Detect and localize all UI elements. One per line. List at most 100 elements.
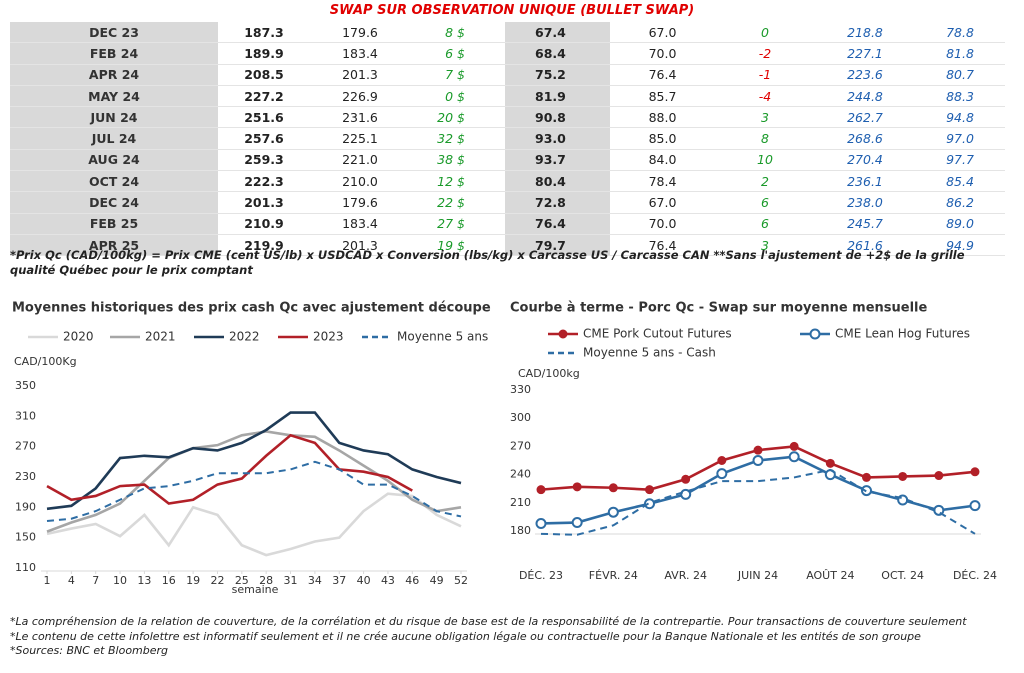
marker (571, 517, 583, 529)
table-cell: 238.0 (815, 191, 915, 214)
x-tick-label: 28 (259, 574, 273, 587)
table-cell: 97.7 (915, 149, 1005, 172)
table-cell: 0 $ (410, 85, 505, 108)
table-cell: 78.4 (610, 170, 715, 193)
legend-label: 2021 (145, 330, 176, 344)
y-tick-label: 350 (15, 379, 36, 392)
y-tick-label: 210 (510, 496, 531, 509)
table-cell: 32 $ (410, 127, 505, 150)
table-cell: 3 (715, 106, 815, 129)
legend-label: 2022 (229, 330, 260, 344)
marker (645, 485, 654, 495)
table-cell: 0 (715, 22, 815, 44)
legend-label: Moyenne 5 ans - Cash (583, 346, 716, 360)
legend-label: Moyenne 5 ans (397, 330, 488, 344)
table-cell: 262.7 (815, 106, 915, 129)
x-tick-label: 49 (430, 574, 444, 587)
table-row: JUL 24 257.6 225.1 32 $93.0 85.0 8 268.6 97.0 (10, 127, 1005, 150)
table-cell: 219.9 (218, 234, 310, 257)
marker (607, 506, 619, 518)
table-row: DEC 24 201.3 179.6 22 $72.8 67.0 6 238.0 86.2 (10, 191, 1005, 214)
table-cell: 187.3 (218, 22, 310, 44)
x-tick-label: AVR. 24 (664, 569, 707, 582)
table-row: APR 24 208.5 201.3 7 $75.2 76.4 -1 223.6 80.7 (10, 64, 1005, 86)
x-tick-label: 43 (381, 574, 395, 587)
table-cell: 75.2 (505, 64, 610, 86)
table-cell: 251.6 (218, 106, 310, 129)
table-cell: 68.4 (505, 42, 610, 65)
table-cell: 88.3 (915, 85, 1005, 108)
table-cell: AUG 24 (10, 149, 218, 172)
marker (572, 482, 582, 492)
x-tick-label: OCT. 24 (881, 569, 924, 582)
table-cell: 183.4 (310, 213, 410, 235)
table-cell: 67.0 (610, 191, 715, 214)
table-cell: JUN 24 (10, 106, 218, 129)
table-row: MAY 24 227.2 226.9 0 $81.9 85.7 -4 244.8 88.3 (10, 85, 1005, 108)
x-tick-label: DÉC. 23 (519, 569, 563, 582)
y-tick-label: 150 (15, 531, 36, 544)
table-cell: 6 (715, 191, 815, 214)
table-row: APR 25 219.9 201.3 19 $79.7 76.4 3 261.6 94.9 (10, 234, 1005, 257)
table-cell: 223.6 (815, 64, 915, 86)
table-cell: 179.6 (310, 191, 410, 214)
table-cell: 70.0 (610, 42, 715, 65)
y-tick-label: 300 (510, 411, 531, 424)
table-cell: 2 (715, 170, 815, 193)
table-cell: 67.4 (505, 22, 610, 44)
table-note: *Prix Qc (CAD/100kg) = Prix CME (cent US… (10, 248, 965, 277)
legend-label: 2023 (313, 330, 344, 344)
table-cell: 93.7 (505, 149, 610, 172)
table-row: AUG 24 259.3 221.0 38 $93.7 84.0 10 270.4 97.7 (10, 149, 1005, 172)
x-tick-label: 31 (284, 574, 298, 587)
table-cell: 183.4 (310, 42, 410, 65)
table-cell: 97.0 (915, 127, 1005, 150)
marker (535, 517, 547, 529)
table-cell: 89.0 (915, 213, 1005, 235)
table-cell: 79.7 (505, 234, 610, 257)
table-cell: 210.0 (310, 170, 410, 193)
table-cell: 8 $ (410, 22, 505, 44)
x-tick-label: 22 (210, 574, 224, 587)
table-cell: 80.7 (915, 64, 1005, 86)
table-cell: 85.0 (610, 127, 715, 150)
table-cell: 22 $ (410, 191, 505, 214)
y-tick-label: 240 (510, 468, 531, 481)
marker (934, 471, 944, 481)
table-cell: 231.6 (310, 106, 410, 129)
table-cell: 261.6 (815, 234, 915, 257)
table-cell: 84.0 (610, 149, 715, 172)
table-cell: 270.4 (815, 149, 915, 172)
table-cell: 6 $ (410, 42, 505, 65)
marker (970, 467, 980, 477)
x-tick-label: FÉVR. 24 (589, 569, 638, 582)
series-line (46, 430, 462, 533)
table-cell: 225.1 (310, 127, 410, 150)
y-axis-label: CAD/100kg (518, 367, 580, 380)
table-cell: 70.0 (610, 213, 715, 235)
y-tick-label: 330 (510, 383, 531, 396)
legend-label: 2020 (63, 330, 94, 344)
table-cell: 227.1 (815, 42, 915, 65)
table-cell: 257.6 (218, 127, 310, 150)
x-tick-label: 46 (405, 574, 419, 587)
x-tick-label: 37 (332, 574, 346, 587)
marker (825, 458, 835, 468)
legend-label: CME Lean Hog Futures (835, 327, 970, 341)
table-cell: 20 $ (410, 106, 505, 129)
x-tick-label: 4 (68, 574, 75, 587)
table-cell: 76.4 (610, 234, 715, 257)
table-cell: 179.6 (310, 22, 410, 44)
marker (788, 451, 800, 463)
table-cell: 245.7 (815, 213, 915, 235)
swap-table: DEC 23 187.3 179.6 8 $67.4 67.0 0 218.8 78.8 FEB… (10, 22, 1005, 257)
table-cell: JUL 24 (10, 127, 218, 150)
table-cell: 259.3 (218, 149, 310, 172)
table-cell: 201.3 (218, 191, 310, 214)
marker (681, 474, 691, 484)
x-tick-label: 1 (44, 574, 51, 587)
table-cell: 236.1 (815, 170, 915, 193)
marker (898, 471, 908, 481)
y-tick-label: 310 (15, 409, 36, 422)
